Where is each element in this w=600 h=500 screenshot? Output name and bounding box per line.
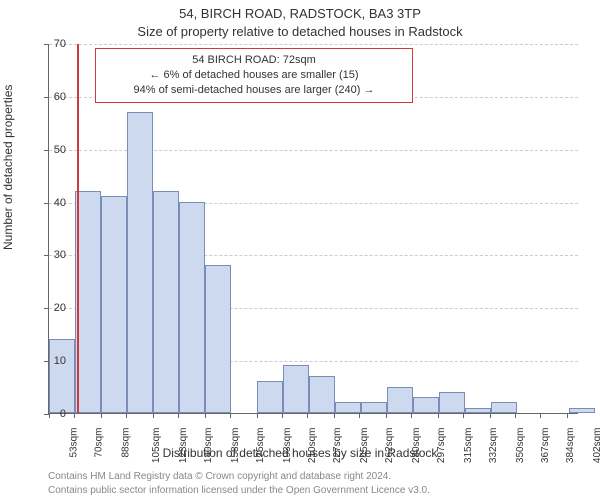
x-tick-mark — [490, 413, 491, 418]
histogram-bar — [309, 376, 335, 413]
histogram-bar — [179, 202, 205, 413]
x-tick-mark — [438, 413, 439, 418]
histogram-bar — [101, 196, 127, 413]
annotation-line: 54 BIRCH ROAD: 72sqm — [104, 53, 404, 68]
histogram-bar — [257, 381, 283, 413]
y-tick-label: 20 — [42, 302, 66, 314]
x-tick-mark — [307, 413, 308, 418]
y-tick-label: 0 — [42, 408, 66, 420]
y-tick-label: 40 — [42, 197, 66, 209]
annotation-line: 94% of semi-detached houses are larger (… — [104, 83, 404, 98]
x-tick-mark — [101, 413, 102, 418]
histogram-bar — [335, 402, 361, 413]
x-tick-mark — [540, 413, 541, 418]
x-tick-mark — [230, 413, 231, 418]
chart-container: 54, BIRCH ROAD, RADSTOCK, BA3 3TP Size o… — [0, 0, 600, 500]
y-tick-label: 50 — [42, 144, 66, 156]
x-tick-mark — [205, 413, 206, 418]
footer-line2: Contains public sector information licen… — [48, 485, 430, 496]
histogram-bar — [127, 112, 153, 413]
x-tick-mark — [515, 413, 516, 418]
y-tick-label: 30 — [42, 249, 66, 261]
x-tick-mark — [74, 413, 75, 418]
histogram-bar — [153, 191, 179, 413]
x-tick-mark — [282, 413, 283, 418]
x-tick-mark — [463, 413, 464, 418]
histogram-bar — [49, 339, 75, 413]
histogram-bar — [491, 402, 517, 413]
property-marker-line — [77, 44, 79, 413]
x-tick-mark — [411, 413, 412, 418]
chart-title-line2: Size of property relative to detached ho… — [0, 24, 600, 39]
y-tick-label: 10 — [42, 355, 66, 367]
footer-line1: Contains HM Land Registry data © Crown c… — [48, 471, 391, 482]
histogram-bar — [205, 265, 231, 413]
y-tick-label: 70 — [42, 38, 66, 50]
x-tick-mark — [126, 413, 127, 418]
histogram-bar — [465, 408, 491, 413]
x-tick-mark — [178, 413, 179, 418]
y-tick-label: 60 — [42, 91, 66, 103]
histogram-bar — [361, 402, 387, 413]
x-tick-mark — [153, 413, 154, 418]
histogram-bar — [387, 387, 413, 413]
gridline — [49, 44, 578, 45]
x-axis-label: Distribution of detached houses by size … — [0, 446, 600, 460]
x-tick-mark — [334, 413, 335, 418]
x-tick-mark — [359, 413, 360, 418]
annotation-box: 54 BIRCH ROAD: 72sqm← 6% of detached hou… — [95, 48, 413, 103]
histogram-bar — [439, 392, 465, 413]
x-tick-mark — [386, 413, 387, 418]
chart-title-line1: 54, BIRCH ROAD, RADSTOCK, BA3 3TP — [0, 6, 600, 21]
histogram-bar — [283, 365, 309, 413]
histogram-bar — [413, 397, 439, 413]
y-axis-label: Number of detached properties — [1, 85, 15, 250]
x-tick-mark — [567, 413, 568, 418]
histogram-bar — [569, 408, 595, 413]
annotation-line: ← 6% of detached houses are smaller (15) — [104, 68, 404, 83]
x-tick-mark — [257, 413, 258, 418]
